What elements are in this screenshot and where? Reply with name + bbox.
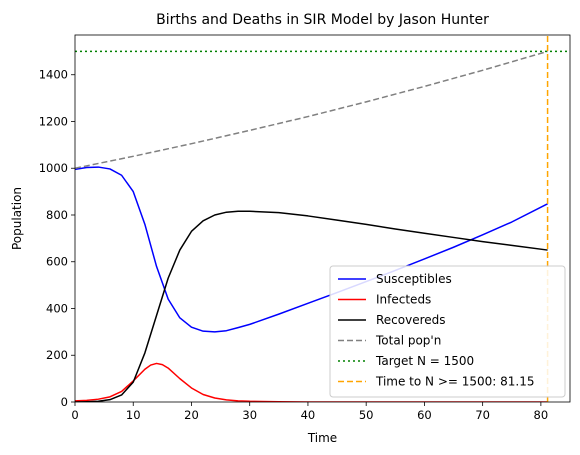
y-axis-label: Population — [10, 187, 24, 250]
series-line-0 — [75, 166, 548, 333]
series-line-1 — [75, 362, 548, 402]
x-tick-label-2: 20 — [184, 408, 199, 422]
y-tick-label-0: 0 — [61, 395, 68, 409]
y-tick-label-7: 1400 — [39, 68, 68, 82]
y-tick-label-5: 1000 — [39, 161, 68, 175]
series-line-2 — [75, 210, 548, 402]
legend-box — [329, 265, 566, 398]
legend-label-0: Susceptibles — [376, 272, 452, 286]
y-tick-label-2: 400 — [46, 301, 68, 315]
y-tick-label-3: 600 — [46, 255, 68, 269]
x-tick-label-5: 50 — [359, 408, 374, 422]
y-tick-label-6: 1200 — [39, 114, 68, 128]
legend-label-3: Total pop'n — [375, 334, 441, 348]
series-line-3 — [75, 50, 548, 169]
legend-label-2: Recovereds — [376, 313, 446, 327]
x-tick-label-8: 80 — [534, 408, 549, 422]
x-tick-label-7: 70 — [475, 408, 490, 422]
y-tick-label-1: 200 — [46, 348, 68, 362]
y-tick-label-4: 800 — [46, 208, 68, 222]
x-tick-label-6: 60 — [417, 408, 432, 422]
x-tick-label-4: 40 — [301, 408, 316, 422]
x-axis-label: Time — [307, 431, 337, 445]
x-tick-label-0: 0 — [71, 408, 78, 422]
x-tick-label-3: 30 — [242, 408, 257, 422]
legend-label-4: Target N = 1500 — [375, 354, 474, 368]
legend-label-1: Infecteds — [376, 293, 431, 307]
chart-title: Births and Deaths in SIR Model by Jason … — [156, 12, 489, 28]
x-tick-label-1: 10 — [126, 408, 141, 422]
legend-label-5: Time to N >= 1500: 81.15 — [375, 375, 535, 389]
plot-frame — [74, 34, 571, 403]
